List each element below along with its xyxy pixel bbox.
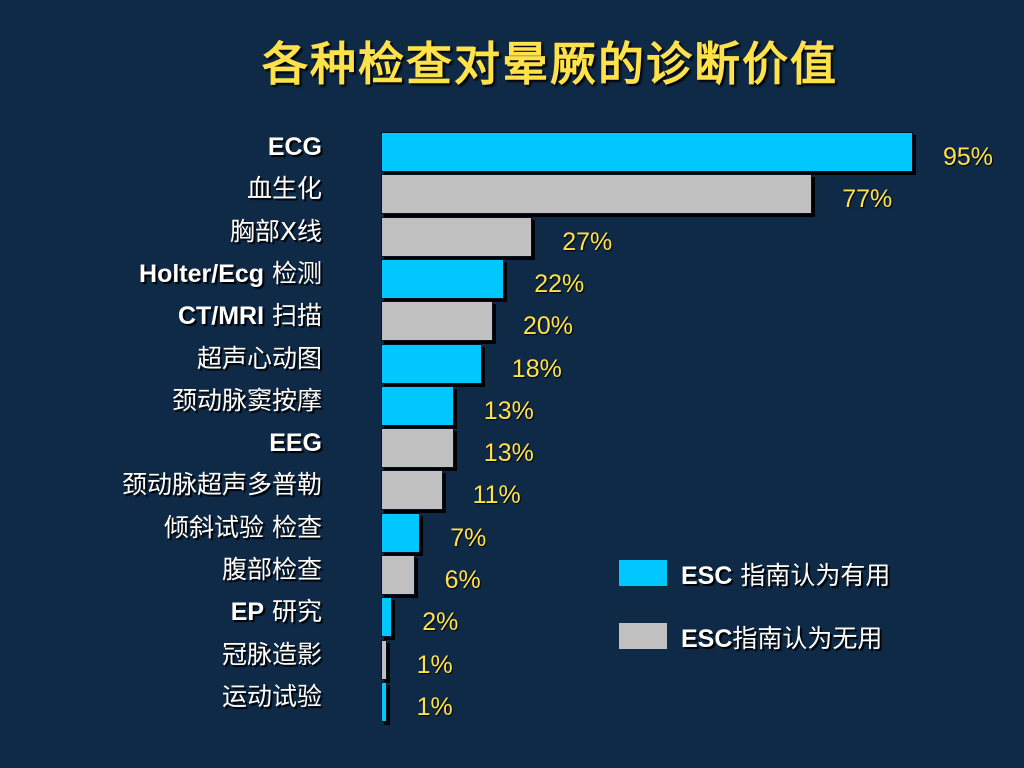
bar-useful	[381, 681, 387, 722]
legend-label-not-useful: ESC指南认为无用	[681, 619, 882, 655]
data-label: 95%	[943, 143, 994, 171]
bar-not_useful	[381, 216, 533, 257]
category-label: 颈动脉超声多普勒	[122, 465, 322, 505]
bar-not_useful	[381, 639, 387, 680]
data-label: 11%	[472, 481, 521, 510]
category-label-text: 胸部X线	[229, 216, 322, 246]
category-label: EP 研究	[231, 592, 322, 632]
bar-not_useful	[381, 470, 443, 511]
legend-desc-useful: 指南认为有用	[732, 561, 891, 590]
data-label: 1%	[416, 650, 453, 679]
data-label: 1%	[416, 692, 453, 721]
data-label: 2%	[422, 608, 459, 637]
category-label: 血生化	[247, 169, 322, 209]
data-label: 77%	[842, 185, 893, 214]
bar-not_useful	[381, 301, 493, 342]
category-label: 颈动脉窦按摩	[172, 381, 322, 421]
category-label-latin: Holter/Ecg	[139, 259, 265, 288]
data-label: 13%	[483, 439, 534, 468]
bar-useful	[381, 343, 482, 384]
data-label: 6%	[444, 566, 481, 594]
category-label-text: 运动试验	[221, 681, 322, 711]
category-label-latin: EEG	[269, 429, 322, 458]
bar-not_useful	[381, 555, 415, 595]
legend-label-useful: ESC 指南认为有用	[681, 556, 890, 592]
legend-swatch-not-useful	[619, 623, 667, 649]
legend-swatch-useful	[619, 560, 667, 586]
category-label-latin: ECG	[267, 133, 322, 161]
data-label: 7%	[450, 523, 487, 552]
bar-useful	[381, 258, 505, 299]
legend-abbr-not-useful: ESC	[681, 625, 733, 653]
category-label: 冠脉造影	[222, 635, 322, 675]
category-label-text: 冠脉造影	[221, 639, 322, 669]
category-label-text: 研究	[264, 597, 322, 627]
category-label-text: 颈动脉窦按摩	[171, 385, 322, 415]
data-label: 27%	[562, 227, 613, 256]
category-label: 腹部检查	[222, 550, 322, 590]
chart-title: 各种检查对晕厥的诊断价值	[262, 37, 838, 91]
category-label: EEG	[269, 423, 322, 463]
category-label-text: 扫描	[264, 301, 322, 331]
category-label: ECG	[268, 127, 322, 167]
category-label: 运动试验	[222, 677, 322, 717]
category-label-text: 颈动脉超声多普勒	[121, 470, 322, 500]
category-label-latin: EP	[230, 598, 265, 627]
category-label: 胸部X线	[230, 212, 322, 252]
category-label-text: 倾斜试验 检查	[164, 512, 322, 542]
bar-useful	[381, 132, 913, 172]
category-label-text: 超声心动图	[196, 343, 322, 373]
data-label: 18%	[511, 354, 562, 383]
category-label: 倾斜试验 检查	[164, 508, 322, 548]
category-label: Holter/Ecg 检测	[139, 254, 322, 294]
legend-desc-not-useful: 指南认为无用	[732, 624, 883, 653]
category-label: 超声心动图	[197, 339, 322, 379]
data-label: 20%	[523, 312, 574, 341]
legend-abbr-useful: ESC	[681, 562, 733, 590]
category-label-latin: CT/MRI	[177, 302, 265, 331]
category-label-text: 血生化	[246, 174, 322, 204]
category-label-text: 检测	[264, 258, 322, 288]
bar-not_useful	[381, 174, 813, 215]
category-label-text: 腹部检查	[221, 555, 322, 584]
bar-useful	[381, 597, 393, 638]
data-label: 22%	[534, 269, 585, 298]
category-label: CT/MRI 扫描	[178, 296, 322, 336]
bar-useful	[381, 385, 454, 426]
bar-not_useful	[381, 428, 454, 469]
bar-useful	[381, 512, 421, 553]
data-label: 13%	[483, 396, 534, 425]
